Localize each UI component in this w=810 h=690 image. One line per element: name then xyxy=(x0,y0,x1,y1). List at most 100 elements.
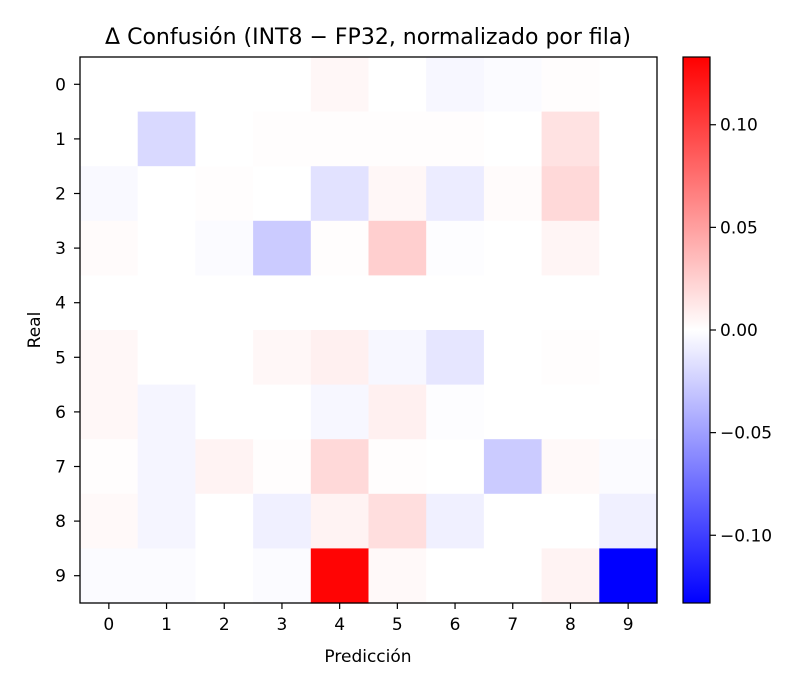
heatmap-cell xyxy=(310,493,370,549)
heatmap-cell xyxy=(599,166,658,222)
heatmap-cell xyxy=(599,384,658,440)
heatmap-cell xyxy=(195,220,254,276)
x-tick-label: 4 xyxy=(334,615,345,635)
heatmap-cell xyxy=(195,111,254,167)
heatmap-cell xyxy=(541,330,600,386)
y-axis-ticks: 0 1 2 3 4 5 6 7 8 9 xyxy=(55,75,80,587)
heatmap-cell xyxy=(310,57,370,113)
heatmap-cell xyxy=(253,220,312,276)
heatmap-cell xyxy=(253,384,312,440)
heatmap-cell xyxy=(426,220,485,276)
heatmap-cell xyxy=(483,220,543,276)
heatmap-cell xyxy=(483,330,543,386)
x-tick-label: 3 xyxy=(277,615,288,635)
y-axis-label: Real xyxy=(25,312,45,349)
colorbar-tick-label: 0.05 xyxy=(720,218,758,238)
heatmap-cell xyxy=(541,220,600,276)
colorbar-tick-label: 0.00 xyxy=(720,321,758,341)
heatmap-cell xyxy=(426,493,485,549)
y-tick-label: 2 xyxy=(55,185,66,205)
heatmap-cell xyxy=(426,111,485,167)
heatmap-cell xyxy=(80,493,139,549)
heatmap-cell xyxy=(599,493,658,549)
y-tick-label: 7 xyxy=(55,458,66,478)
heatmap-cell xyxy=(599,439,658,495)
heatmap-cell xyxy=(541,493,600,549)
heatmap-cell xyxy=(483,439,543,495)
colorbar-tick-label: 0.10 xyxy=(720,116,758,136)
x-tick-label: 5 xyxy=(392,615,403,635)
heatmap-cell xyxy=(368,57,427,113)
heatmap-cell xyxy=(426,57,485,113)
heatmap-cell xyxy=(483,275,543,331)
plot-frame xyxy=(79,56,658,604)
heatmap-cell xyxy=(253,57,312,113)
heatmap-cell xyxy=(426,330,485,386)
heatmap-cell xyxy=(137,275,196,331)
heatmap-cell xyxy=(80,384,139,440)
heatmap-cell xyxy=(426,384,485,440)
colorbar-ticks: 0.10 0.05 0.00 −0.05 −0.10 xyxy=(710,116,772,546)
heatmap-cell xyxy=(368,166,427,222)
heatmap-cell xyxy=(80,166,139,222)
heatmap-cell xyxy=(483,493,543,549)
heatmap-cell xyxy=(368,330,427,386)
heatmap-cell xyxy=(368,493,427,549)
heatmap-cell xyxy=(80,111,139,167)
heatmap-cell xyxy=(541,275,600,331)
heatmap-cell xyxy=(253,275,312,331)
heatmap-cell xyxy=(80,57,139,113)
heatmap-cell xyxy=(541,57,600,113)
x-tick-label: 1 xyxy=(161,615,172,635)
heatmap-cell xyxy=(599,275,658,331)
y-tick-label: 1 xyxy=(55,130,66,150)
heatmap-cell xyxy=(253,166,312,222)
heatmap-cells xyxy=(80,57,658,604)
heatmap-cell xyxy=(368,439,427,495)
heatmap-cell xyxy=(310,220,370,276)
heatmap-cell xyxy=(599,111,658,167)
heatmap-cell xyxy=(310,111,370,167)
x-tick-label: 2 xyxy=(219,615,230,635)
heatmap-cell xyxy=(80,275,139,331)
x-axis-label: Predicción xyxy=(324,647,411,667)
y-tick-label: 8 xyxy=(55,512,66,532)
heatmap-cell xyxy=(541,548,600,604)
heatmap-cell xyxy=(137,57,196,113)
heatmap-cell xyxy=(137,111,196,167)
heatmap-cell xyxy=(483,384,543,440)
x-tick-label: 0 xyxy=(103,615,114,635)
heatmap-cell xyxy=(541,166,600,222)
heatmap-cell xyxy=(253,111,312,167)
heatmap-cell xyxy=(80,439,139,495)
heatmap-cell xyxy=(541,111,600,167)
colorbar xyxy=(682,56,711,604)
heatmap-cell xyxy=(195,548,254,604)
chart-title: Δ Confusión (INT8 − FP32, normalizado po… xyxy=(105,25,631,50)
heatmap-cell xyxy=(137,166,196,222)
colorbar-tick-label: −0.05 xyxy=(720,424,772,444)
heatmap-cell xyxy=(195,330,254,386)
heatmap-cell xyxy=(599,548,658,604)
heatmap-cell xyxy=(426,275,485,331)
heatmap-cell xyxy=(253,493,312,549)
heatmap-cell xyxy=(80,548,139,604)
heatmap-cell xyxy=(599,57,658,113)
heatmap-cell xyxy=(483,57,543,113)
heatmap-cell xyxy=(137,384,196,440)
heatmap-cell xyxy=(599,330,658,386)
x-tick-label: 9 xyxy=(623,615,634,635)
heatmap-cell xyxy=(368,548,427,604)
heatmap-cell xyxy=(310,548,370,604)
y-tick-label: 0 xyxy=(55,75,66,95)
x-tick-label: 6 xyxy=(450,615,461,635)
y-tick-label: 3 xyxy=(55,239,66,259)
heatmap-cell xyxy=(80,220,139,276)
heatmap-cell xyxy=(310,439,370,495)
heatmap-cell xyxy=(137,220,196,276)
x-axis-ticks: 0 1 2 3 4 5 6 7 8 9 xyxy=(103,603,634,635)
x-tick-label: 7 xyxy=(507,615,518,635)
y-tick-label: 9 xyxy=(55,567,66,587)
x-tick-label: 8 xyxy=(565,615,576,635)
